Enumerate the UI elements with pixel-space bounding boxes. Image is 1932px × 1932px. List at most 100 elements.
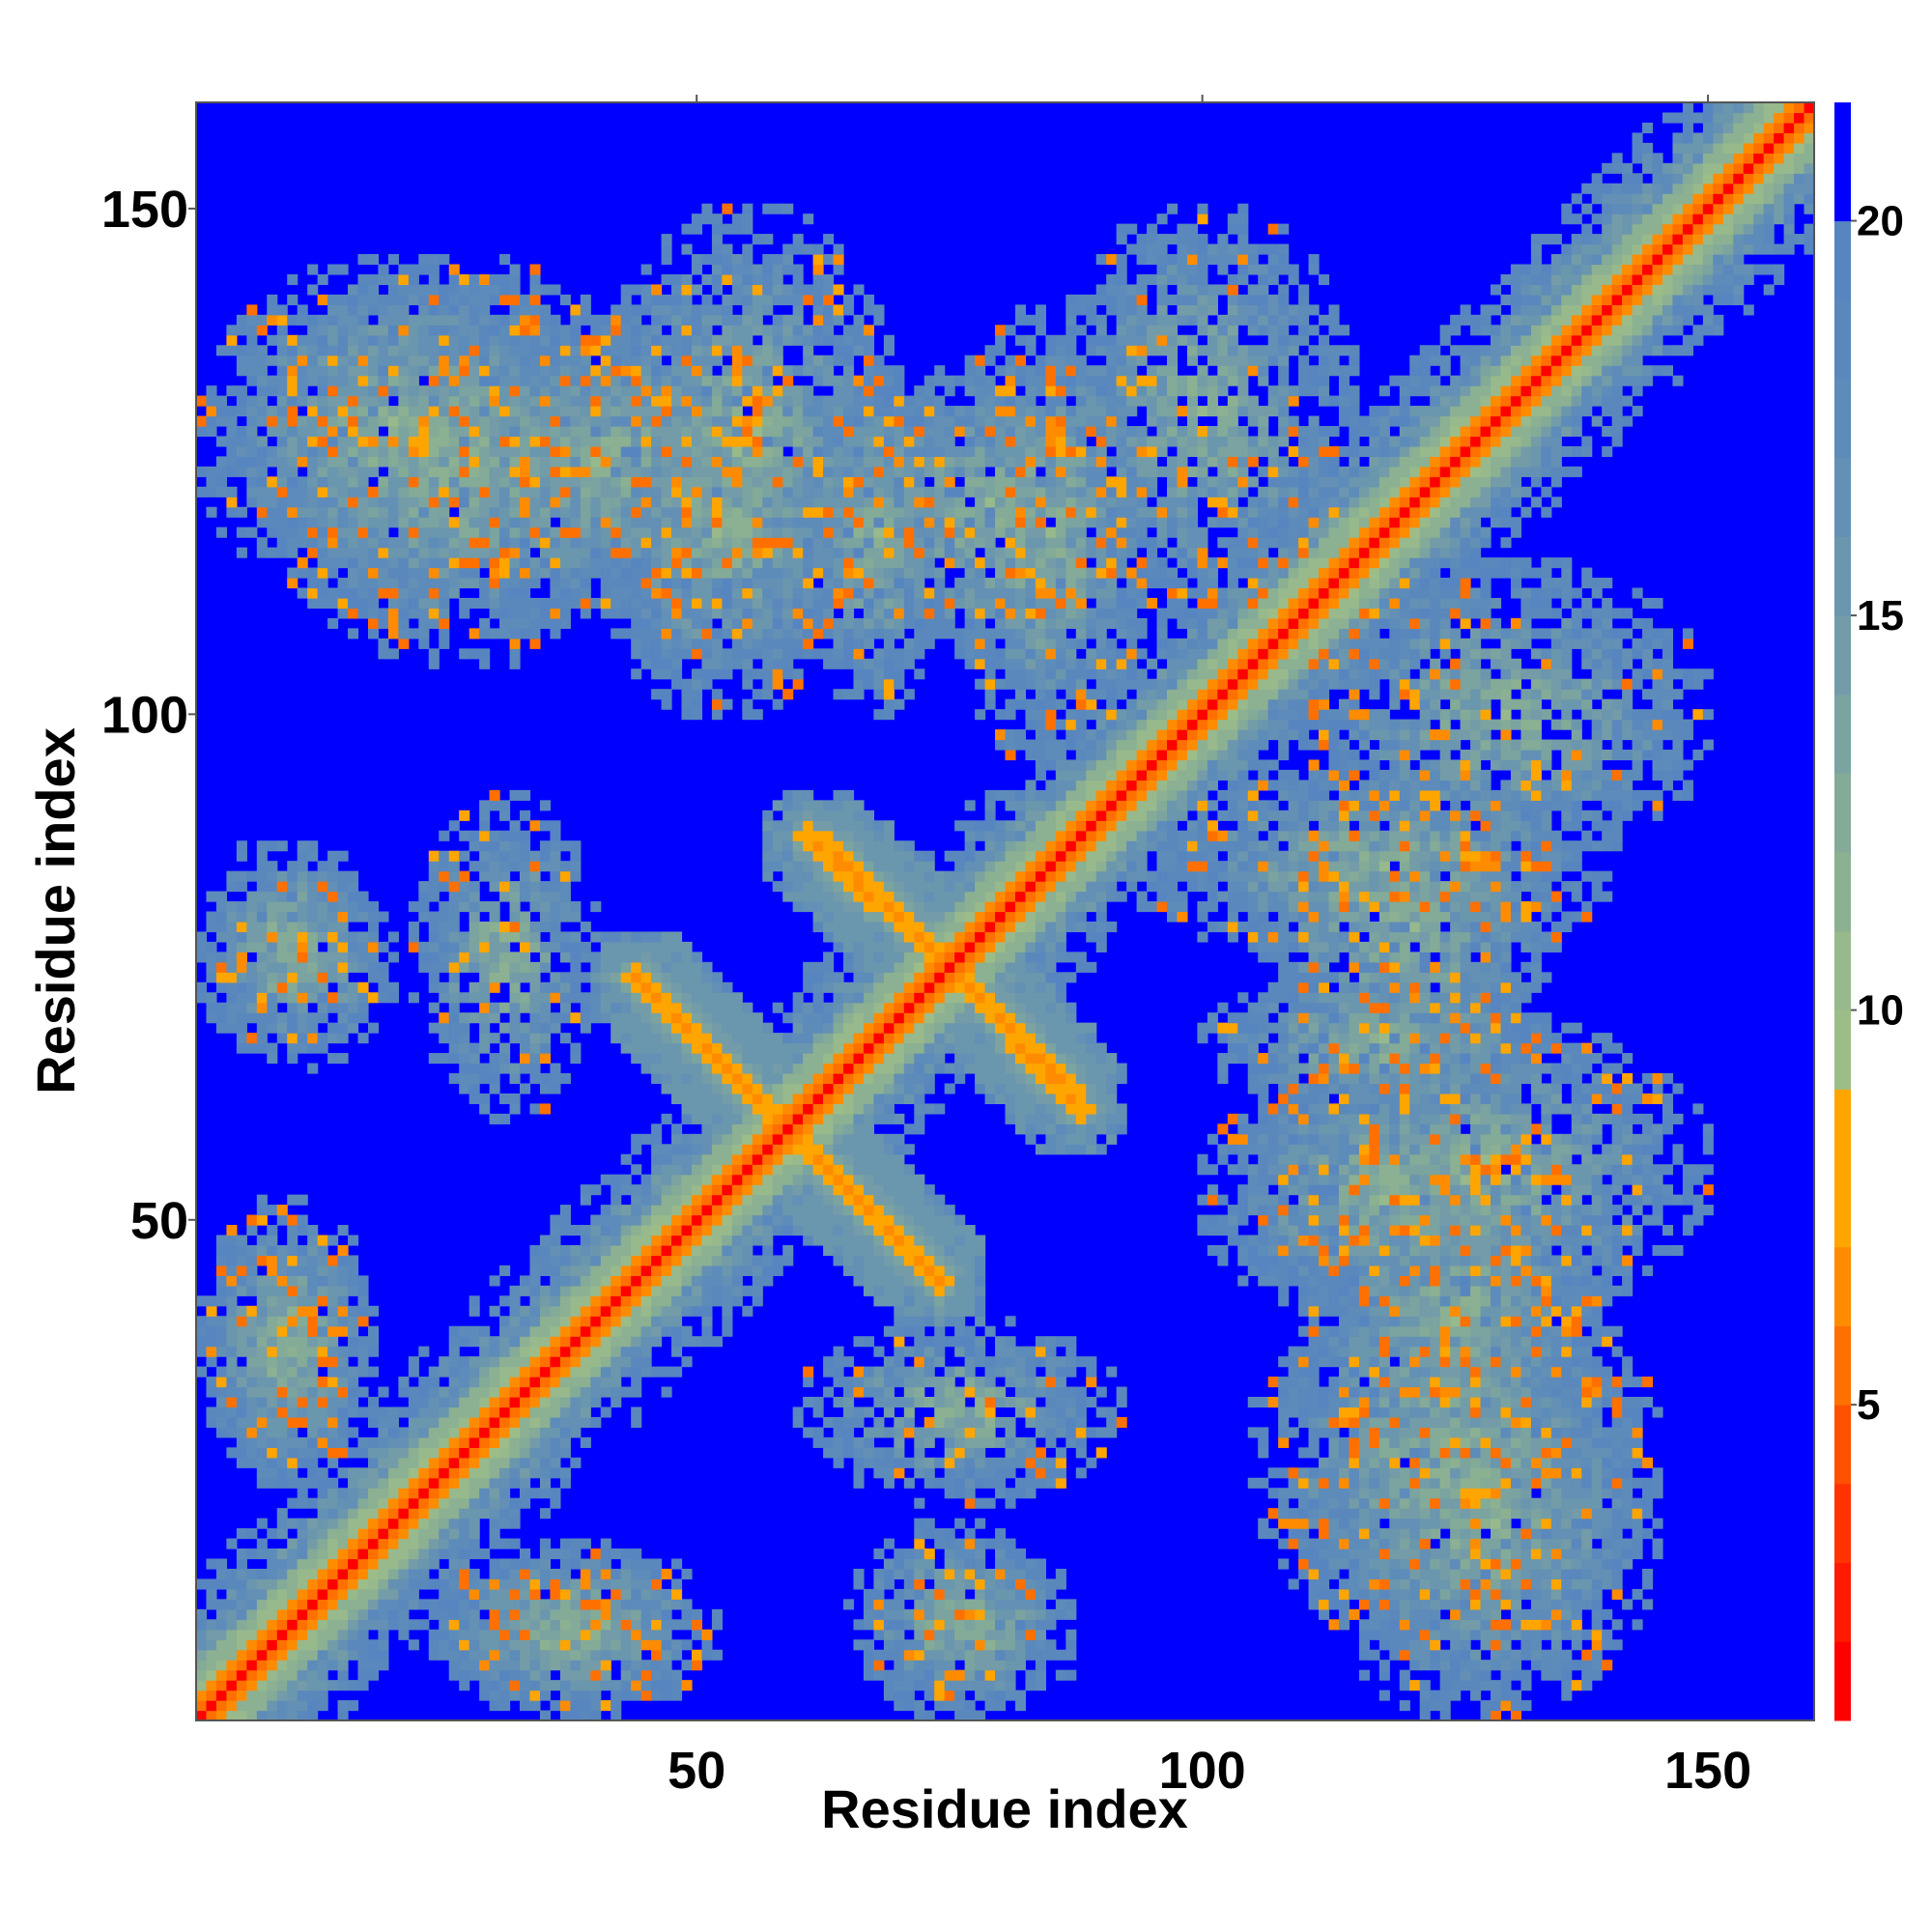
heatmap-cell <box>1591 1660 1603 1671</box>
heatmap-cell <box>1510 1295 1522 1307</box>
heatmap-cell <box>1399 1264 1410 1276</box>
heatmap-cell <box>276 1588 288 1600</box>
heatmap-cell <box>934 1619 946 1631</box>
heatmap-cell <box>267 1244 278 1257</box>
heatmap-cell <box>1622 1397 1634 1408</box>
heatmap-cell <box>367 1497 380 1509</box>
heatmap-cell <box>1541 1184 1552 1196</box>
heatmap-cell <box>651 1639 663 1651</box>
heatmap-cell <box>812 1205 824 1216</box>
heatmap-cell <box>1491 1214 1502 1226</box>
heatmap-cell <box>611 1649 622 1661</box>
heatmap-cell <box>1005 1447 1016 1459</box>
heatmap-cell <box>701 1244 713 1257</box>
heatmap-cell <box>428 1366 440 1378</box>
heatmap-cell <box>590 1336 602 1348</box>
heatmap-cell <box>1045 1588 1057 1600</box>
heatmap-cell <box>1439 1619 1451 1631</box>
heatmap-cell <box>903 1639 915 1651</box>
heatmap-cell <box>1480 1477 1492 1489</box>
heatmap-cell <box>1460 1457 1471 1468</box>
heatmap-cell <box>1470 1578 1482 1590</box>
heatmap-cell <box>1460 1214 1471 1226</box>
heatmap-cell <box>701 1214 713 1226</box>
heatmap-cell <box>1419 1103 1431 1115</box>
heatmap-cell <box>367 1558 380 1570</box>
heatmap-cell <box>1611 1244 1623 1257</box>
heatmap-cell <box>923 1205 935 1216</box>
heatmap-cell <box>1530 1386 1542 1398</box>
heatmap-cell <box>1460 1477 1471 1489</box>
heatmap-cell <box>894 1558 905 1570</box>
heatmap-cell <box>711 1295 723 1307</box>
heatmap-cell <box>509 1316 521 1327</box>
heatmap-cell <box>651 1649 663 1661</box>
heatmap-cell <box>1500 1205 1512 1216</box>
heatmap-cell <box>1702 1123 1714 1135</box>
heatmap-cell <box>1460 1608 1471 1620</box>
heatmap-cell <box>903 1255 915 1266</box>
heatmap-cell <box>337 1660 349 1671</box>
heatmap-cell <box>1247 1144 1259 1155</box>
heatmap-cell <box>691 1608 703 1620</box>
heatmap-cell <box>236 1558 247 1570</box>
heatmap-cell <box>337 1325 349 1337</box>
heatmap-cell <box>520 1488 531 1499</box>
heatmap-cell <box>267 1295 278 1307</box>
heatmap-cell <box>1399 1194 1410 1206</box>
heatmap-cell <box>640 1680 652 1691</box>
heatmap-cell <box>367 1508 380 1520</box>
heatmap-cell <box>1247 1174 1259 1185</box>
heatmap-cell <box>1409 1538 1421 1549</box>
heatmap-cell <box>782 1174 794 1185</box>
heatmap-cell <box>894 1285 905 1296</box>
heatmap-cell <box>1632 1194 1643 1206</box>
heatmap-cell <box>1510 1660 1522 1671</box>
heatmap-cell <box>792 1214 804 1226</box>
heatmap-cell <box>1561 1599 1573 1610</box>
heatmap-cell <box>256 1538 268 1549</box>
heatmap-cell <box>1278 1356 1290 1368</box>
heatmap-cell <box>1338 1113 1350 1124</box>
heatmap-cell <box>1409 1316 1421 1327</box>
heatmap-cell <box>1065 1608 1077 1620</box>
heatmap-cell <box>611 1255 622 1266</box>
heatmap-cell <box>459 1649 470 1661</box>
heatmap-cell <box>894 1316 905 1327</box>
heatmap-cell <box>469 1619 480 1631</box>
heatmap-cell <box>1358 1447 1370 1459</box>
heatmap-cell <box>1450 1649 1462 1661</box>
heatmap-cell <box>1622 1427 1634 1438</box>
heatmap-cell <box>1491 1123 1502 1135</box>
heatmap-cell <box>570 1264 582 1276</box>
heatmap-cell <box>1642 1153 1654 1165</box>
heatmap-cell <box>722 1325 733 1337</box>
heatmap-cell <box>1409 1103 1421 1115</box>
heatmap-cell <box>1581 1214 1593 1226</box>
heatmap-cell <box>661 1153 672 1165</box>
heatmap-cell <box>1258 1205 1269 1216</box>
heatmap-cell <box>914 1599 925 1610</box>
heatmap-cell <box>1369 1518 1380 1529</box>
heatmap-cell <box>1622 1194 1634 1206</box>
heatmap-cell <box>762 1255 774 1266</box>
heatmap-cell <box>327 1518 339 1529</box>
heatmap-cell <box>1389 1578 1401 1590</box>
heatmap-cell <box>681 1599 693 1610</box>
heatmap-cell <box>509 1305 521 1317</box>
heatmap-cell <box>1338 1103 1350 1115</box>
heatmap-cell <box>1430 1397 1441 1408</box>
heatmap-cell <box>428 1649 440 1661</box>
heatmap-cell <box>408 1619 419 1631</box>
heatmap-cell <box>297 1244 308 1257</box>
heatmap-cell <box>1510 1447 1522 1459</box>
heatmap-cell <box>1358 1205 1370 1216</box>
heatmap-cell <box>1116 1416 1127 1429</box>
heatmap-cell <box>863 1639 875 1651</box>
heatmap-cell <box>1470 1103 1482 1115</box>
heatmap-cell <box>894 1568 905 1580</box>
heatmap-cell <box>307 1264 319 1276</box>
heatmap-cell <box>620 1205 632 1216</box>
heatmap-cell <box>954 1629 966 1640</box>
heatmap-cell <box>1369 1255 1380 1266</box>
